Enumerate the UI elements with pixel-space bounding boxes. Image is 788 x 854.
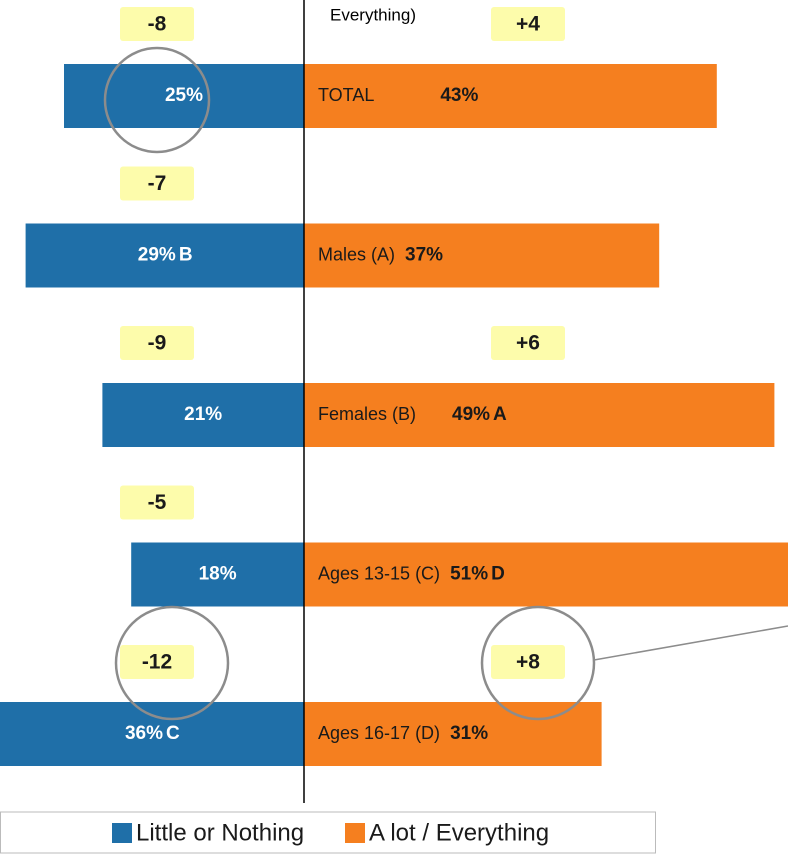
sig-letter: B (179, 245, 193, 266)
change-box (491, 326, 565, 360)
change-label: -7 (148, 172, 167, 195)
highlight-circle (103, 46, 211, 154)
highlight-circle (480, 605, 596, 721)
value-label: 49% (452, 404, 490, 425)
bar (304, 542, 788, 607)
change-label: -5 (148, 491, 167, 514)
bar (304, 383, 775, 447)
legend-swatch (345, 823, 365, 843)
legend-label: A lot / Everything (369, 819, 549, 846)
change-box (491, 645, 565, 679)
change-box (120, 166, 194, 201)
category-label: Females (B) (318, 404, 416, 424)
bar (304, 702, 602, 766)
callout-line (593, 625, 788, 661)
change-box (120, 645, 194, 679)
change-label: +4 (516, 13, 540, 36)
bar (0, 702, 305, 766)
legend-box (0, 811, 656, 854)
category-label: TOTAL (318, 85, 374, 105)
change-box (491, 7, 565, 41)
bar (25, 223, 304, 288)
value-label: 18% (199, 564, 237, 585)
bar (102, 383, 305, 447)
sig-letter: D (491, 564, 505, 585)
labels: 25% TOTAL 43% -8 +4 29% B Males (A) 37% -7 21% Fema… (120, 7, 565, 744)
change-label: -8 (148, 13, 167, 36)
change-label: +6 (516, 332, 540, 355)
value-label: 37% (405, 245, 443, 266)
sig-letter: A (493, 404, 507, 425)
value-label: 21% (184, 404, 222, 425)
value-label: 25% (165, 85, 203, 106)
value-label: 36% (125, 723, 163, 744)
bar (304, 64, 717, 128)
value-label: 43% (440, 85, 478, 106)
bars (0, 64, 788, 766)
legend-label: Little or Nothing (136, 819, 304, 846)
value-label: 51% (450, 564, 488, 585)
annotation: Everything) (330, 5, 416, 24)
change-label: -12 (142, 651, 172, 674)
sig-letter: C (166, 723, 180, 744)
category-label: Ages 16-17 (D) (318, 723, 440, 743)
change-box (120, 485, 194, 520)
change-box (120, 326, 194, 360)
value-label: 31% (450, 723, 488, 744)
highlight-circles (103, 46, 788, 721)
value-label: 29% (138, 245, 176, 266)
legend: Little or Nothing A lot / Everything (112, 819, 549, 846)
change-label: +8 (516, 651, 540, 674)
highlight-circle (114, 605, 230, 721)
change-label: -9 (148, 332, 167, 355)
bar (131, 542, 304, 607)
change-box (120, 7, 194, 41)
category-label: Males (A) (318, 244, 395, 264)
legend-swatch (112, 823, 132, 843)
bar (304, 223, 660, 288)
category-label: Ages 13-15 (C) (318, 563, 440, 583)
